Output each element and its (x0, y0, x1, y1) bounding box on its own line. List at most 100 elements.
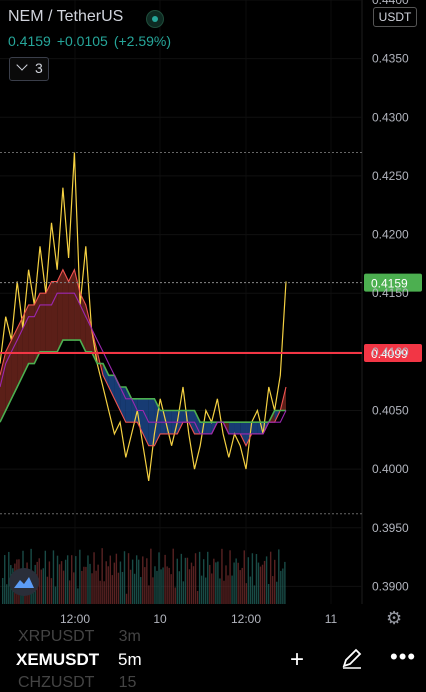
add-icon[interactable]: + (290, 646, 305, 673)
volume-bar (190, 562, 193, 604)
symbol-selector[interactable]: XEMUSDT (16, 650, 100, 669)
cloud-segment (108, 375, 115, 399)
timeframe-selector[interactable]: 5m (118, 650, 142, 669)
next-symbol: CHZUSDT (18, 674, 95, 691)
indicators-toggle-button[interactable]: 3 (9, 57, 49, 81)
cloud-segment (11, 328, 18, 399)
volume-bar (127, 553, 130, 604)
volume-bar (282, 568, 284, 604)
time-tick-label: 12:00 (60, 612, 90, 626)
prev-symbol-row[interactable]: XRPUSDT 3m (18, 628, 141, 646)
volume-bar (64, 559, 67, 604)
volume-bar (231, 575, 233, 604)
volume-bar (144, 567, 146, 604)
price-summary: 0.4159 +0.0105 (+2.59%) (8, 33, 177, 49)
volume-bar (107, 566, 109, 604)
cloud-segment (194, 410, 201, 434)
volume-bar (162, 567, 164, 604)
price-change: +0.0105 (56, 33, 108, 49)
volume-bar (71, 555, 73, 604)
volume-bar (48, 561, 51, 604)
volume-bar (257, 562, 260, 604)
cloud-segment (74, 269, 81, 341)
price-badge-label: 0.4099 (371, 347, 408, 361)
price-tick-label: 0.3950 (372, 521, 409, 535)
volume-bar (211, 573, 213, 604)
settings-gear-icon[interactable]: ⚙ (386, 608, 403, 628)
tradingview-logo-icon[interactable] (9, 568, 39, 596)
cloud-segment (40, 293, 46, 352)
price-series (0, 152, 287, 481)
volume-bar (158, 552, 160, 604)
volume-bar (125, 593, 128, 604)
cloud-segment (68, 269, 75, 341)
volume-bar (101, 548, 103, 604)
series-line-3 (0, 292, 287, 435)
volume-bar (40, 569, 42, 604)
price-tick-label: 0.4300 (372, 110, 409, 124)
dotted-levels (0, 151, 362, 515)
chevron-down-icon (16, 59, 28, 71)
volume-bar (198, 551, 201, 604)
volume-bar (97, 564, 99, 604)
price-badge-label: 0.4159 (371, 277, 408, 291)
price-tick-label: 0.4400 (372, 0, 409, 7)
price-tick-label: 0.4100 (372, 345, 409, 359)
cloud-segment (102, 363, 109, 388)
price-change-percent: (+2.59%) (113, 33, 172, 49)
volume-bar (133, 573, 136, 604)
volume-bar (95, 570, 97, 604)
cloud-segment (62, 269, 69, 341)
volume-bar (196, 591, 199, 604)
volume-bar (227, 575, 229, 604)
volume-bar (117, 572, 120, 604)
volume-bar (182, 581, 185, 604)
symbol-title[interactable]: NEM / TetherUS (8, 8, 124, 25)
volume-bar (280, 570, 282, 604)
volume-bar (54, 586, 57, 604)
volume-bar (278, 549, 280, 604)
volume-bar (274, 559, 276, 604)
volume-bar (176, 558, 178, 604)
market-status-icon (146, 10, 164, 28)
price-tick-label: 0.4250 (372, 169, 409, 183)
volume-bar (52, 550, 55, 604)
volume-bar (164, 554, 166, 604)
volume-bar (140, 577, 142, 604)
volume-bar (180, 553, 183, 604)
time-axis: 12:00 10 12:00 11 (60, 612, 338, 626)
cloud-segment (137, 398, 143, 434)
volume-bar (219, 578, 221, 604)
currency-badge[interactable]: USDT (373, 7, 417, 27)
volume-bar (44, 550, 47, 604)
more-options-icon[interactable]: ••• (390, 644, 417, 669)
volume-bar (38, 558, 40, 604)
volume-bar (174, 587, 176, 604)
volume-bar (121, 571, 124, 604)
cloud-segment (85, 304, 92, 352)
cloud-segment (228, 422, 235, 434)
cloud-segment (34, 293, 41, 364)
price-axis: 0.44000.43500.43000.42500.42000.41500.41… (372, 0, 409, 593)
price-tick-label: 0.3900 (372, 579, 409, 593)
volume-bar (207, 551, 209, 604)
prev-timeframe: 3m (118, 628, 141, 645)
volume-bar (142, 556, 144, 604)
volume-bar (42, 568, 44, 604)
volume-bar (213, 558, 215, 604)
volume-bar (81, 570, 83, 604)
volume-bar (60, 561, 63, 604)
volume-bar (138, 559, 140, 604)
next-symbol-row[interactable]: CHZUSDT 15 (18, 674, 136, 692)
prev-symbol: XRPUSDT (18, 628, 95, 645)
volume-bar (160, 569, 162, 604)
time-tick-label: 10 (153, 612, 167, 626)
volume-bar (148, 585, 150, 604)
drawing-pen-icon[interactable] (340, 646, 364, 670)
volume-bar (235, 558, 237, 604)
volume-bar (123, 551, 126, 604)
volume-bar (170, 574, 172, 604)
volume-bar (243, 550, 245, 604)
volume-bar (239, 570, 241, 604)
